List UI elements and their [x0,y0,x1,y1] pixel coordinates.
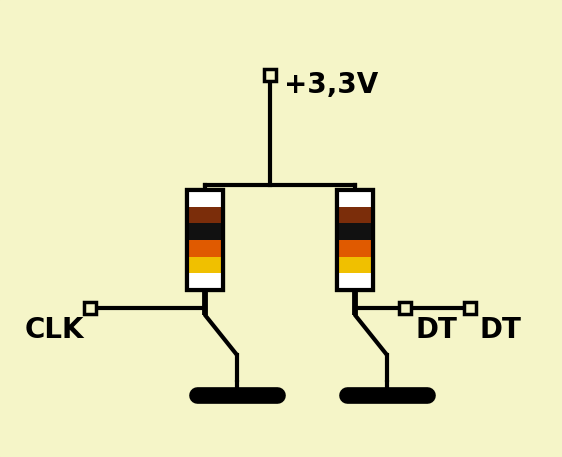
Bar [187,223,223,240]
Text: CLK: CLK [25,316,84,344]
Bar [399,302,411,314]
Bar [337,257,373,273]
Bar [187,207,223,223]
Bar [187,257,223,273]
Bar [337,273,373,290]
Bar [337,190,373,290]
Bar [264,69,276,81]
Bar [337,223,373,240]
Bar [84,302,96,314]
Bar [337,240,373,257]
Bar [187,190,223,290]
Bar [187,190,223,207]
Text: DT: DT [480,316,522,344]
Bar [337,207,373,223]
Bar [337,190,373,207]
Text: +3,3V: +3,3V [284,71,378,99]
Bar [187,240,223,257]
Bar [187,190,223,290]
Bar [464,302,476,314]
Bar [187,273,223,290]
Bar [337,190,373,290]
Text: DT: DT [415,316,457,344]
